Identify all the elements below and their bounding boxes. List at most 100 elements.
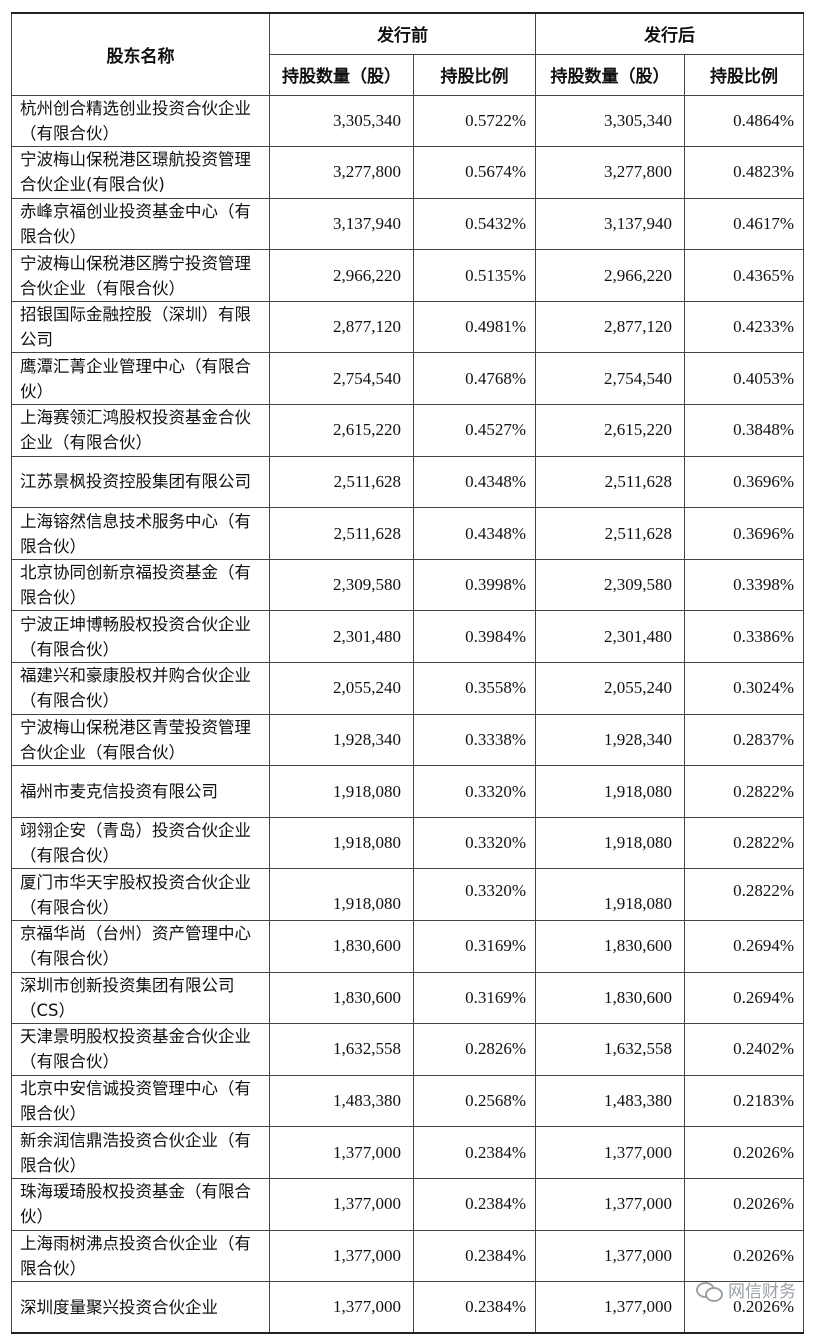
ratio-after-cell: 0.4864% (684, 94, 804, 148)
shares-after-cell: 1,483,380 (535, 1074, 685, 1128)
shareholder-name-cell: 翊翎企安（青岛）投资合伙企业（有限合伙） (11, 816, 270, 870)
table-row: 上海雨树沸点投资合伙企业（有限合伙） 1,377,000 0.2384% 1,377,… (11, 1229, 804, 1283)
table-row: 宁波梅山保税港区璟航投资管理合伙企业(有限合伙) 3,277,800 0.5674%… (11, 146, 804, 199)
ratio-before-cell: 0.2384% (413, 1229, 536, 1283)
table-row: 上海赛领汇鸿股权投资基金合伙企业（有限合伙） 2,615,220 0.4527% 2,… (11, 404, 804, 457)
shares-after-cell: 2,055,240 (535, 662, 685, 715)
ratio-after-cell: 0.2837% (684, 713, 804, 767)
ratio-after-cell: 0.2402% (684, 1023, 804, 1076)
ratio-after-cell: 0.4617% (684, 197, 804, 251)
shareholder-name-cell: 上海镕然信息技术服务中心（有限合伙） (11, 507, 270, 560)
shares-after-cell: 1,918,080 (535, 765, 685, 818)
shares-after-cell: 3,137,940 (535, 197, 685, 251)
ratio-after-cell: 0.2026% (684, 1229, 804, 1283)
shareholder-name-cell: 福州市麦克信投资有限公司 (11, 765, 270, 818)
table-row: 天津景明股权投资基金合伙企业（有限合伙） 1,632,558 0.2826% 1,63… (11, 1023, 804, 1076)
table-row: 新余润信鼎浩投资合伙企业（有限合伙） 1,377,000 0.2384% 1,377,… (11, 1126, 804, 1179)
ratio-after-cell: 0.4233% (684, 300, 804, 354)
ratio-after-cell: 0.2026% (684, 1177, 804, 1231)
ratio-before-cell: 0.2384% (413, 1281, 536, 1334)
shares-after-cell: 1,377,000 (535, 1126, 685, 1179)
shares-before-cell: 1,377,000 (269, 1281, 414, 1334)
shares-before-cell: 2,055,240 (269, 662, 414, 715)
shares-before-cell: 2,966,220 (269, 249, 414, 302)
shares-before-cell: 2,309,580 (269, 558, 414, 612)
shares-before-cell: 1,377,000 (269, 1177, 414, 1231)
ratio-after-cell: 0.2694% (684, 971, 804, 1025)
header-shareholder-name: 股东名称 (11, 12, 270, 96)
ratio-before-cell: 0.5722% (413, 94, 536, 148)
shares-before-cell: 1,830,600 (269, 971, 414, 1025)
shares-after-cell: 3,277,800 (535, 146, 685, 199)
header-row-group: 股东名称 发行前 发行后 (11, 12, 804, 96)
shares-after-cell: 1,377,000 (535, 1177, 685, 1231)
ratio-after-cell: 0.3398% (684, 558, 804, 612)
shares-before-cell: 1,918,080 (269, 816, 414, 870)
shares-after-cell: 2,511,628 (535, 507, 685, 560)
table-row: 江苏景枫投资控股集团有限公司 2,511,628 0.4348% 2,511,628 0… (11, 455, 804, 509)
ratio-after-cell: 0.3696% (684, 507, 804, 560)
ratio-before-cell: 0.3320% (413, 816, 536, 870)
table-row: 翊翎企安（青岛）投资合伙企业（有限合伙） 1,918,080 0.3320% 1,91… (11, 816, 804, 870)
ratio-after-cell: 0.2183% (684, 1074, 804, 1128)
shares-before-cell: 2,615,220 (269, 404, 414, 457)
ratio-before-cell: 0.4768% (413, 352, 536, 406)
header-ratio-after: 持股比例 (684, 53, 804, 96)
header-after-issuance: 发行后 (535, 12, 804, 55)
header-before-issuance: 发行前 (269, 12, 536, 55)
ratio-before-cell: 0.3558% (413, 662, 536, 715)
shareholder-name-cell: 上海雨树沸点投资合伙企业（有限合伙） (11, 1229, 270, 1283)
shares-after-cell: 1,830,600 (535, 971, 685, 1025)
ratio-after-cell: 0.2822% (684, 868, 804, 921)
shares-after-cell: 2,309,580 (535, 558, 685, 612)
shares-after-cell: 1,928,340 (535, 713, 685, 767)
table-row: 宁波梅山保税港区青莹投资管理合伙企业（有限合伙） 1,928,340 0.3338%… (11, 713, 804, 767)
ratio-before-cell: 0.2826% (413, 1023, 536, 1076)
shares-after-cell: 2,301,480 (535, 610, 685, 664)
ratio-before-cell: 0.3338% (413, 713, 536, 767)
table-row: 上海镕然信息技术服务中心（有限合伙） 2,511,628 0.4348% 2,511,… (11, 507, 804, 560)
watermark: 网信财务 (696, 1277, 796, 1302)
ratio-after-cell: 0.3848% (684, 404, 804, 457)
shareholder-name-cell: 上海赛领汇鸿股权投资基金合伙企业（有限合伙） (11, 404, 270, 457)
ratio-before-cell: 0.4527% (413, 404, 536, 457)
ratio-after-cell: 0.2822% (684, 765, 804, 818)
ratio-after-cell: 0.4823% (684, 146, 804, 199)
shareholder-name-cell: 鹰潭汇菁企业管理中心（有限合伙） (11, 352, 270, 406)
shareholder-name-cell: 杭州创合精选创业投资合伙企业（有限合伙） (11, 94, 270, 148)
shareholder-name-cell: 福建兴和豪康股权并购合伙企业（有限合伙） (11, 662, 270, 715)
ratio-before-cell: 0.4981% (413, 300, 536, 354)
shares-after-cell: 3,305,340 (535, 94, 685, 148)
table-row: 宁波正坤博畅股权投资合伙企业（有限合伙） 2,301,480 0.3984% 2,30… (11, 610, 804, 664)
ratio-after-cell: 0.2694% (684, 920, 804, 973)
shares-before-cell: 1,632,558 (269, 1023, 414, 1076)
ratio-after-cell: 0.3386% (684, 610, 804, 664)
ratio-before-cell: 0.3169% (413, 920, 536, 973)
header-row-columns: 持股数量（股） 持股比例 持股数量（股） 持股比例 (12, 53, 804, 96)
table-row: 鹰潭汇菁企业管理中心（有限合伙） 2,754,540 0.4768% 2,754,54… (11, 352, 804, 406)
shareholder-name-cell: 赤峰京福创业投资基金中心（有限合伙） (11, 197, 270, 251)
shares-after-cell: 2,754,540 (535, 352, 685, 406)
table-row: 珠海瑗琦股权投资基金（有限合伙） 1,377,000 0.2384% 1,377,00… (11, 1177, 804, 1231)
shares-before-cell: 1,483,380 (269, 1074, 414, 1128)
table-row: 宁波梅山保税港区腾宁投资管理合伙企业（有限合伙） 2,966,220 0.5135%… (11, 249, 804, 302)
table-row: 福州市麦克信投资有限公司 1,918,080 0.3320% 1,918,080 0.2… (11, 765, 804, 818)
ratio-after-cell: 0.4365% (684, 249, 804, 302)
shares-after-cell: 1,377,000 (535, 1281, 685, 1334)
shares-after-cell: 2,615,220 (535, 404, 685, 457)
shares-after-cell: 1,830,600 (535, 920, 685, 973)
table-row: 厦门市华天宇股权投资合伙企业（有限合伙） 1,918,080 0.3320% 1,91… (11, 868, 804, 921)
shareholder-table: 股东名称 发行前 发行后 持股数量（股） 持股比例 持股数量（股） 持股比例 杭… (11, 12, 804, 1334)
table-row: 北京协同创新京福投资基金（有限合伙） 2,309,580 0.3998% 2,309,… (11, 558, 804, 612)
ratio-before-cell: 0.4348% (413, 455, 536, 509)
shares-before-cell: 2,877,120 (269, 300, 414, 354)
shareholder-name-cell: 京福华尚（台州）资产管理中心（有限合伙） (11, 920, 270, 973)
ratio-before-cell: 0.5674% (413, 146, 536, 199)
shareholder-name-cell: 北京中安信诚投资管理中心（有限合伙） (11, 1074, 270, 1128)
table-body: 杭州创合精选创业投资合伙企业（有限合伙） 3,305,340 0.5722% 3,30… (11, 94, 804, 1334)
header-shares-after: 持股数量（股） (535, 53, 685, 96)
ratio-before-cell: 0.3169% (413, 971, 536, 1025)
header-ratio-before: 持股比例 (413, 53, 536, 96)
shares-before-cell: 3,277,800 (269, 146, 414, 199)
ratio-after-cell: 0.2822% (684, 816, 804, 870)
